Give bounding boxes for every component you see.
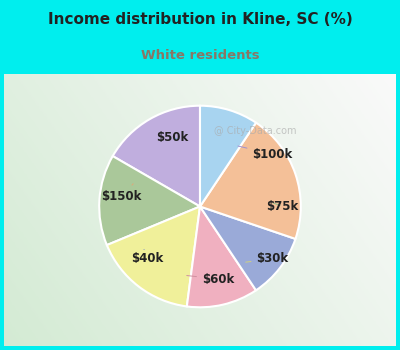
Text: White residents: White residents (141, 49, 259, 62)
Wedge shape (107, 206, 200, 307)
Text: $60k: $60k (187, 273, 234, 286)
Text: $150k: $150k (101, 184, 142, 203)
Text: $75k: $75k (266, 200, 299, 213)
Text: @ City-Data.com: @ City-Data.com (214, 126, 297, 136)
Wedge shape (113, 106, 200, 206)
Text: $30k: $30k (246, 252, 289, 265)
Wedge shape (99, 156, 200, 245)
Text: $50k: $50k (156, 132, 188, 145)
Wedge shape (200, 123, 301, 239)
Wedge shape (187, 206, 256, 307)
Wedge shape (200, 206, 296, 290)
Wedge shape (200, 106, 256, 206)
Text: Income distribution in Kline, SC (%): Income distribution in Kline, SC (%) (48, 12, 352, 27)
Text: $100k: $100k (238, 146, 293, 161)
Text: $40k: $40k (132, 250, 164, 265)
